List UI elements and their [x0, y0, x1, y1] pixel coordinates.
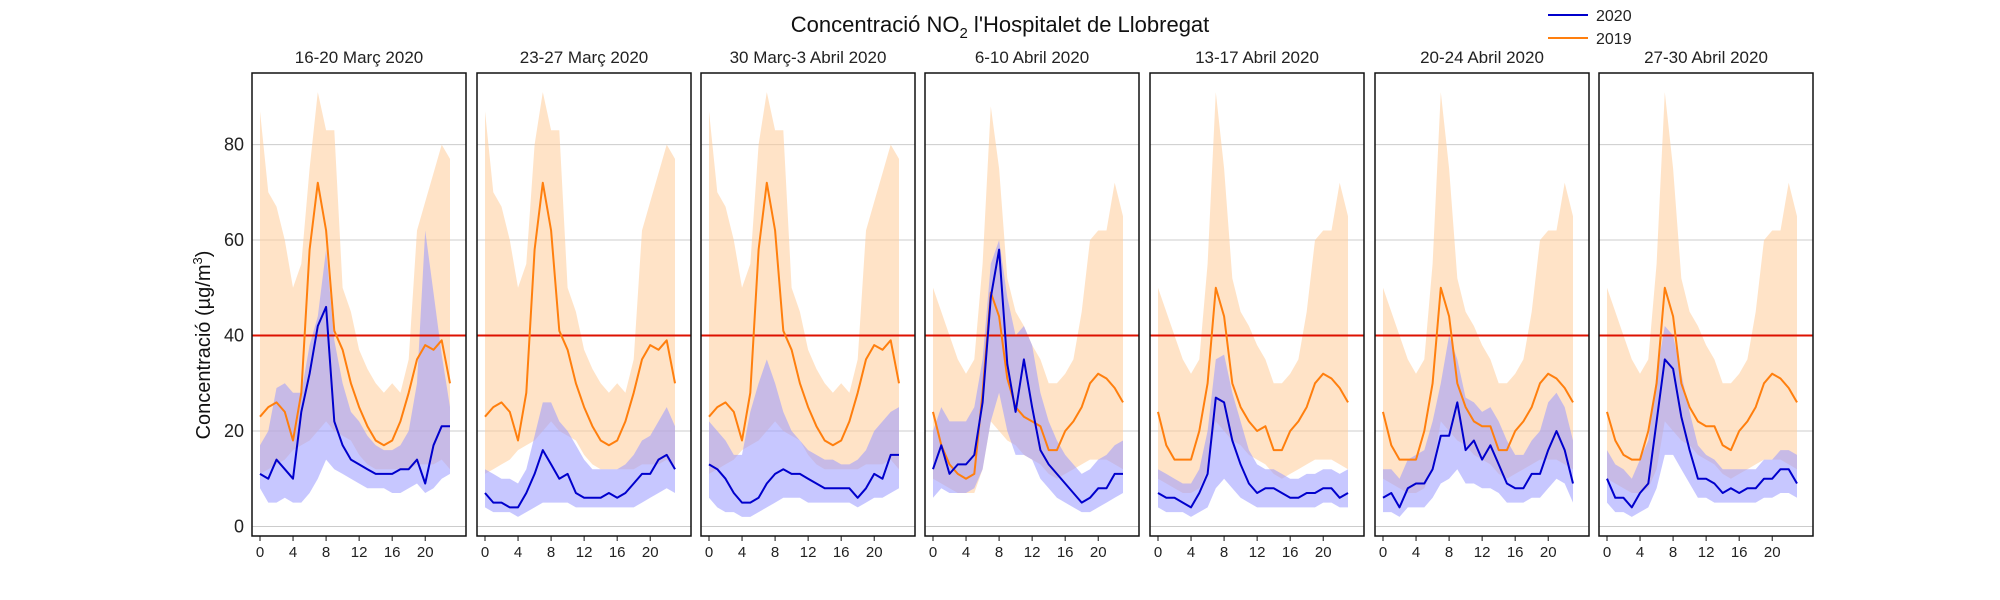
x-tick-label-8: 8: [322, 544, 330, 561]
series-line-2019: [1606, 286, 1798, 461]
x-tick-label-0: 0: [256, 544, 264, 561]
x-tick-label-20: 20: [642, 544, 659, 561]
panel-5: 13-17 Abril 2020 0 4 8 12 16 20: [1149, 48, 1365, 561]
x-tick-label-4: 4: [1187, 544, 1195, 561]
x-tick-label-20: 20: [1764, 544, 1781, 561]
x-tick-label-20: 20: [1315, 544, 1332, 561]
x-tick-label-8: 8: [1445, 544, 1453, 561]
band-2020: [933, 240, 1123, 513]
y-tick-label-0: 0: [234, 516, 244, 536]
y-axis-label-suffix: ): [193, 251, 215, 258]
x-tick-label-8: 8: [547, 544, 555, 561]
chart-title-subscript: 2: [959, 25, 967, 42]
x-tick-label-20: 20: [1090, 544, 1107, 561]
x-tick-label-8: 8: [771, 544, 779, 561]
y-axis-label-superscript: 3: [190, 257, 205, 264]
x-tick-label-12: 12: [800, 544, 817, 561]
x-tick-label-20: 20: [417, 544, 434, 561]
x-tick-label-4: 4: [289, 544, 297, 561]
x-tick-label-16: 16: [384, 544, 401, 561]
series-line-2020: [1606, 358, 1798, 509]
x-tick-label-12: 12: [1474, 544, 1491, 561]
panel-6: 20-24 Abril 2020 0 4 8 12 16 20: [1374, 48, 1590, 561]
chart-title-suffix: l'Hospitalet de Llobregat: [968, 12, 1209, 37]
x-tick-label-0: 0: [481, 544, 489, 561]
x-tick-label-8: 8: [1669, 544, 1677, 561]
legend-label-2019: 2019: [1596, 31, 1632, 48]
chart-title: Concentració NO2 l'Hospitalet de Llobreg…: [791, 12, 1210, 42]
series-line-2020: [259, 305, 450, 485]
x-tick-label-8: 8: [1220, 544, 1228, 561]
panel-title: 13-17 Abril 2020: [1195, 48, 1319, 67]
band-2019: [485, 92, 675, 474]
panel-title: 30 Març-3 Abril 2020: [730, 48, 887, 67]
x-tick-label-16: 16: [1282, 544, 1299, 561]
panel-4: 6-10 Abril 2020 0 4 8 12 16 20: [924, 48, 1140, 561]
legend-label-2020: 2020: [1596, 8, 1632, 25]
band-2020: [1607, 326, 1797, 517]
series-line-2019: [259, 181, 451, 447]
x-tick-label-4: 4: [738, 544, 746, 561]
x-tick-label-0: 0: [1603, 544, 1611, 561]
x-tick-label-4: 4: [1412, 544, 1420, 561]
x-tick-label-4: 4: [514, 544, 522, 561]
x-tick-label-20: 20: [866, 544, 883, 561]
panel-7: 27-30 Abril 2020 0 4 8 12 16 20: [1598, 48, 1814, 561]
x-tick-label-16: 16: [1057, 544, 1074, 561]
series-line-2020: [1157, 396, 1349, 509]
series-line-2020: [708, 453, 899, 504]
panel-title: 16-20 Març 2020: [295, 48, 424, 67]
x-tick-label-0: 0: [705, 544, 713, 561]
x-tick-label-16: 16: [833, 544, 850, 561]
series-line-2019: [484, 181, 676, 447]
panel-title: 27-30 Abril 2020: [1644, 48, 1768, 67]
panel-title: 20-24 Abril 2020: [1420, 48, 1544, 67]
panel-title: 6-10 Abril 2020: [975, 48, 1089, 67]
x-tick-label-12: 12: [1698, 544, 1715, 561]
series-line-2020: [1382, 401, 1574, 509]
y-axis-label: Concentració (µg/m3): [190, 251, 215, 440]
x-tick-label-0: 0: [1379, 544, 1387, 561]
y-tick-label-20: 20: [224, 421, 244, 441]
x-tick-label-12: 12: [1024, 544, 1041, 561]
panel-1: 16-20 Març 2020 0 4 8 12 16 20 0 20 40 60 80: [224, 48, 467, 561]
y-tick-label-80: 80: [224, 135, 244, 155]
panel-title: 23-27 Març 2020: [520, 48, 649, 67]
band-2019: [709, 92, 899, 474]
series-line-2019: [708, 181, 900, 447]
x-tick-label-0: 0: [929, 544, 937, 561]
x-tick-label-12: 12: [1249, 544, 1266, 561]
series-line-2020: [932, 248, 1123, 504]
x-tick-label-16: 16: [1507, 544, 1524, 561]
x-tick-label-4: 4: [1636, 544, 1644, 561]
band-2020: [260, 230, 450, 503]
x-tick-label-16: 16: [609, 544, 626, 561]
series-line-2019: [1157, 286, 1349, 461]
x-tick-label-8: 8: [995, 544, 1003, 561]
x-tick-label-12: 12: [351, 544, 368, 561]
x-tick-label-0: 0: [1154, 544, 1162, 561]
legend: 2020 2019: [1548, 8, 1632, 48]
y-tick-label-60: 60: [224, 230, 244, 250]
series-line-2019: [1382, 286, 1574, 461]
x-tick-label-16: 16: [1731, 544, 1748, 561]
series-line-2020: [484, 449, 676, 509]
x-tick-label-20: 20: [1540, 544, 1557, 561]
panel-3: 30 Març-3 Abril 2020 0 4 8 12 16 20: [700, 48, 916, 561]
band-2020: [709, 359, 899, 517]
panel-2: 23-27 Març 2020 0 4 8 12 16 20: [476, 48, 692, 561]
y-tick-label-40: 40: [224, 326, 244, 346]
x-tick-label-4: 4: [962, 544, 970, 561]
band-2020: [485, 402, 675, 517]
series-line-2019: [932, 291, 1124, 480]
x-tick-label-12: 12: [576, 544, 593, 561]
